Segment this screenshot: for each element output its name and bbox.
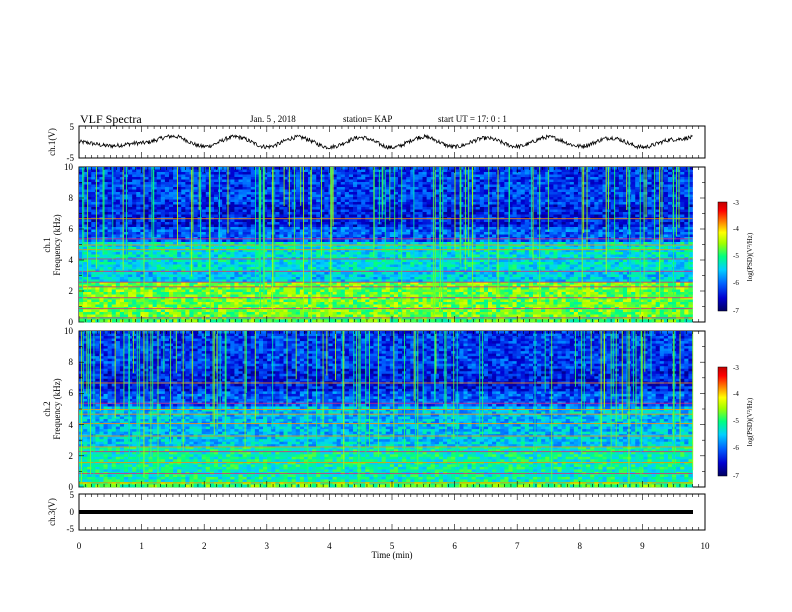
start-time-label: start UT = 17: 0 : 1 (438, 114, 507, 124)
ch1-spectrogram-panel: 0 2 4 6 8 10 ch.1 Frequency (kHz) -3 -4 … (42, 162, 754, 327)
x-tick-label: 1 (139, 541, 144, 551)
ch1-spectrogram-image (79, 167, 693, 322)
ch1-freq-tick: 10 (64, 162, 74, 172)
x-tick-label: 9 (640, 541, 645, 551)
x-tick-label: 4 (327, 541, 332, 551)
ch1-cbar-tick: -7 (733, 307, 739, 315)
ch3-waveform-panel: 5 0 -5 ch.3(V) (47, 490, 705, 534)
ch2-yticks: 0 2 4 6 8 10 (64, 326, 74, 492)
x-tick-label: 10 (701, 541, 711, 551)
ch1-cbar-tick: -6 (733, 279, 739, 287)
ch2-freq-tick: 2 (69, 451, 74, 461)
ch2-cbar-tick: -7 (733, 472, 739, 480)
ch2-spectrogram-image (79, 331, 693, 487)
ch1-ytick-top: 5 (70, 122, 75, 132)
ch2-spectro-ylabel2: Frequency (kHz) (52, 378, 62, 439)
ch2-cbar-tick: -6 (733, 444, 739, 452)
ch1-yticks: 0 2 4 6 8 10 (64, 162, 74, 327)
ch2-freq-tick: 8 (69, 357, 74, 367)
x-tick-label: 7 (515, 541, 520, 551)
ch1-spectro-ylabel: ch.1 (42, 237, 52, 252)
ch3-ytick-mid: 0 (70, 507, 75, 517)
x-tick-label: 3 (265, 541, 270, 551)
ch3-ytick-top: 5 (70, 490, 75, 500)
ch1-freq-tick: 6 (69, 224, 74, 234)
ch1-freq-tick: 2 (69, 286, 74, 296)
ch1-colorbar (718, 202, 727, 311)
x-tick-label: 0 (77, 541, 82, 551)
ch1-colorbar-label: log(PSD)(V²/Hz) (746, 232, 754, 281)
ch1-cbar-tick: -4 (733, 225, 739, 233)
ch3-waveform-line (79, 510, 693, 514)
ch2-spectro-ylabel: ch.2 (42, 401, 52, 416)
ch1-spectro-ylabel2: Frequency (kHz) (52, 214, 62, 275)
x-tick-label: 8 (578, 541, 583, 551)
ch2-freq-tick: 6 (69, 388, 74, 398)
vlf-spectra-figure: VLF Spectra Jan. 5 , 2018 station= KAP s… (0, 0, 792, 612)
ch2-freq-tick: 10 (64, 326, 74, 336)
ch3-ylabel: ch.3(V) (47, 498, 57, 526)
ch1-freq-tick: 4 (69, 255, 74, 265)
ch1-cbar-tick: -3 (733, 199, 739, 207)
ch3-ytick-bottom: -5 (67, 524, 75, 534)
x-tick-label: 2 (202, 541, 207, 551)
ch1-ylabel: ch.1(V) (47, 128, 57, 156)
ch2-spectrogram-panel: 0 2 4 6 8 10 ch.2 Frequency (kHz) -3 -4 … (42, 326, 754, 492)
ch2-colorbar-label: log(PSD)(V²/Hz) (746, 397, 754, 446)
ch2-cbar-tick: -3 (733, 364, 739, 372)
ch1-freq-tick: 8 (69, 193, 74, 203)
ch2-colorbar (718, 367, 727, 476)
figure-title: VLF Spectra (80, 112, 142, 126)
station-label: station= KAP (343, 114, 392, 124)
ch1-waveform-panel: 5 -5 ch.1(V) (47, 122, 705, 163)
x-tick-label: 6 (452, 541, 457, 551)
date-label: Jan. 5 , 2018 (250, 114, 296, 124)
ch1-cbar-tick: -5 (733, 252, 739, 260)
ch2-cbar-tick: -4 (733, 390, 739, 398)
ch2-freq-tick: 4 (69, 420, 74, 430)
ch2-cbar-tick: -5 (733, 417, 739, 425)
x-axis-label: Time (min) (372, 550, 413, 560)
